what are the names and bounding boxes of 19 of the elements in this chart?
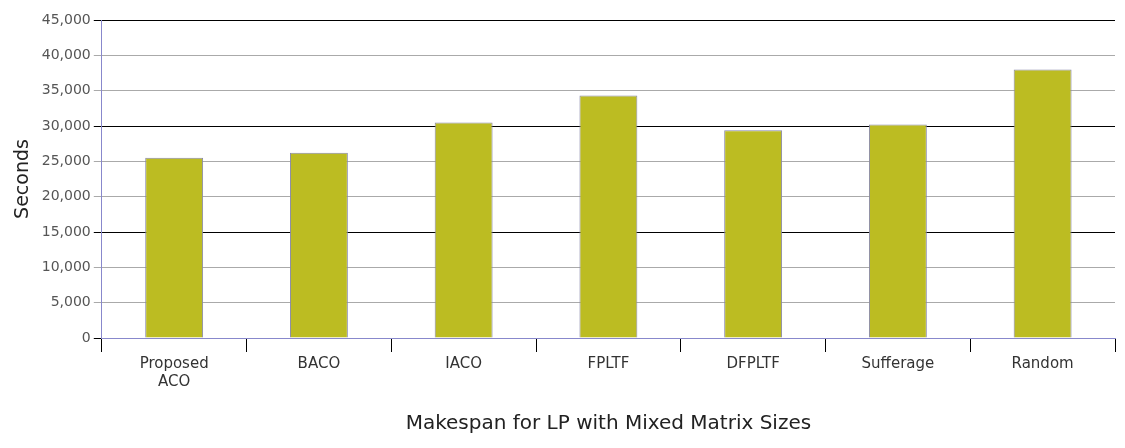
x-tick-label: Sufferage [861,353,935,372]
x-axis-title: Makespan for LP with Mixed Matrix Sizes [405,410,812,435]
y-tick-label: 0 [81,328,91,345]
y-tick-label: 5,000 [50,293,91,310]
x-tick-label: Random [1011,353,1074,372]
y-tick-label: 30,000 [41,116,91,133]
x-tick-label: DFPLTF [726,353,780,372]
y-tick-label: 40,000 [41,45,91,62]
x-tick-label: BACO [297,353,341,372]
x-tick-label: FPLTF [587,353,630,372]
y-tick-label: 20,000 [41,187,91,204]
y-tick-label: 10,000 [41,257,91,274]
y-tick-label: 35,000 [41,81,91,98]
y-tick-label: 45,000 [41,10,91,27]
y-tick-label: 25,000 [41,151,91,168]
y-tick-label: 15,000 [41,222,91,239]
y-axis-title: Seconds [10,139,33,219]
x-tick-label: IACO [445,353,482,372]
x-tick-label: Proposed ACO [139,353,209,390]
